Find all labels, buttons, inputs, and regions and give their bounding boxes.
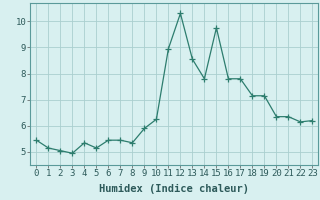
X-axis label: Humidex (Indice chaleur): Humidex (Indice chaleur) [100,184,249,194]
